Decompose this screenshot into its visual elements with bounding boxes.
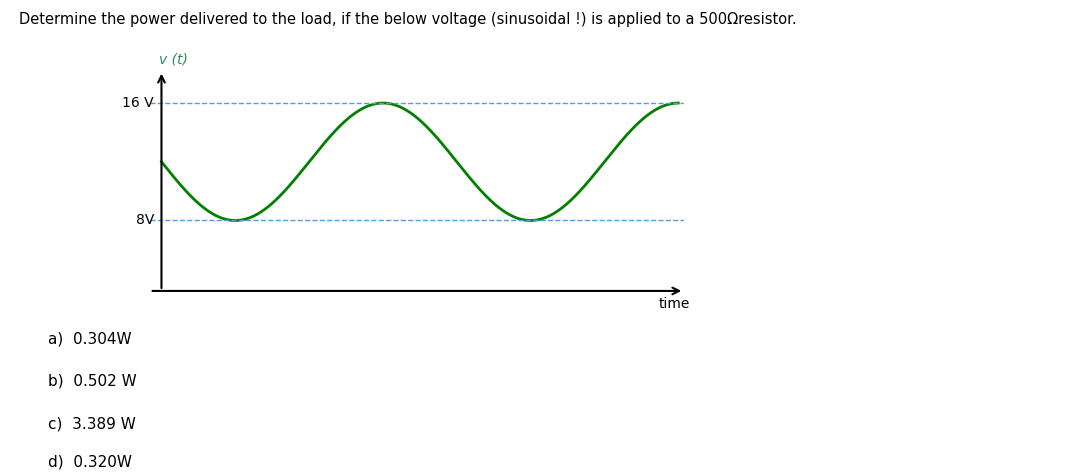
Text: d)  0.320W: d) 0.320W	[48, 454, 133, 469]
Text: 8V: 8V	[136, 213, 154, 228]
Text: c)  3.389 W: c) 3.389 W	[48, 416, 136, 431]
Text: 16 V: 16 V	[123, 96, 154, 110]
Text: a)  0.304W: a) 0.304W	[48, 331, 131, 346]
Text: b)  0.502 W: b) 0.502 W	[48, 374, 137, 389]
Text: v (t): v (t)	[158, 52, 187, 66]
Text: time: time	[659, 297, 691, 311]
Text: Determine the power delivered to the load, if the below voltage (sinusoidal !) i: Determine the power delivered to the loa…	[19, 12, 796, 27]
